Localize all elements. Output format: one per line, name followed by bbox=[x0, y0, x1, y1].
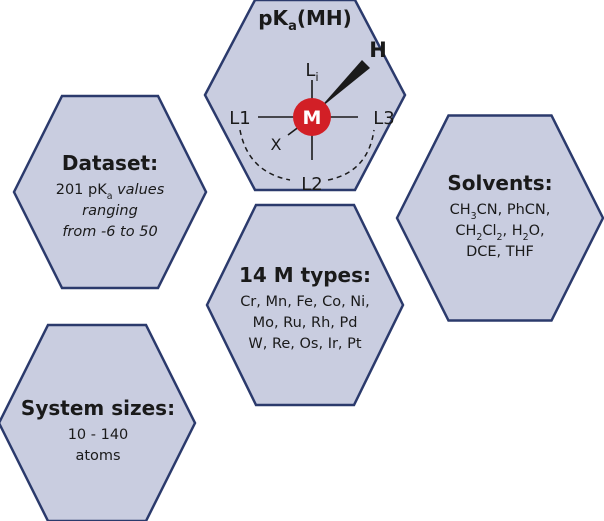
hexagon-line: Cr, Mn, Fe, Co, Ni, bbox=[240, 294, 370, 310]
hexagon bbox=[205, 203, 405, 407]
hexagon-line: W, Re, Os, Ir, Pt bbox=[248, 336, 362, 352]
molecule-label: Li bbox=[305, 60, 318, 84]
text-segment: Cl bbox=[482, 223, 496, 239]
text-segment: , H bbox=[503, 223, 523, 239]
text-segment: i bbox=[315, 70, 318, 84]
text-segment: CN, PhCN, bbox=[477, 202, 551, 218]
text-segment: Mo, Ru, Rh, Pd bbox=[253, 315, 358, 331]
text-segment: atoms bbox=[75, 448, 120, 464]
molecule-label: L3 bbox=[373, 108, 394, 129]
wedge-bond bbox=[318, 60, 370, 110]
text-segment: W, Re, Os, Ir, Pt bbox=[248, 336, 362, 352]
text-segment: values bbox=[112, 182, 164, 198]
text-segment: a bbox=[107, 191, 113, 202]
text-segment: ranging bbox=[82, 203, 138, 219]
hexagon bbox=[12, 94, 208, 290]
hexagon-title: Dataset: bbox=[62, 151, 158, 175]
text-segment: 10 - 140 bbox=[68, 427, 129, 443]
text-segment: Cr, Mn, Fe, Co, Ni, bbox=[240, 294, 370, 310]
hexagon bbox=[395, 114, 604, 322]
text-segment: from -6 to 50 bbox=[62, 224, 157, 240]
hexagon-line: 10 - 140 bbox=[68, 427, 129, 443]
molecule-label: M bbox=[303, 107, 322, 129]
molecule-label: L2 bbox=[301, 174, 322, 195]
text-segment: System sizes: bbox=[21, 396, 175, 420]
text-segment: 14 M types: bbox=[239, 263, 371, 287]
dashed-arc bbox=[239, 129, 375, 181]
text-segment: CH bbox=[450, 202, 471, 218]
text-segment: a bbox=[288, 19, 297, 34]
text-segment: Dataset: bbox=[62, 151, 158, 175]
hexagon-line: 201 pKa values bbox=[56, 182, 165, 202]
hexagon-line: ranging bbox=[82, 203, 138, 219]
hexagon bbox=[0, 323, 197, 521]
hexagon-title: 14 M types: bbox=[239, 263, 371, 287]
text-segment: DCE, THF bbox=[466, 244, 534, 260]
hexagon-title: Solvents: bbox=[447, 171, 552, 195]
molecule-label: X bbox=[271, 135, 282, 154]
hexagon-line: CH2Cl2, H2O, bbox=[455, 223, 544, 243]
text-segment: CH bbox=[455, 223, 476, 239]
text-segment: 2 bbox=[476, 232, 482, 243]
hexagon-line: Mo, Ru, Rh, Pd bbox=[253, 315, 358, 331]
molecule-label: L1 bbox=[229, 108, 250, 129]
text-segment: (MH) bbox=[297, 6, 352, 30]
hexagon-title: System sizes: bbox=[21, 396, 175, 420]
hexagon-line: from -6 to 50 bbox=[62, 224, 157, 240]
hexagon bbox=[203, 0, 407, 192]
text-segment: 201 pK bbox=[56, 182, 107, 198]
text-segment: 2 bbox=[497, 232, 503, 243]
text-segment: 2 bbox=[523, 232, 529, 243]
hexagon-title: pKa(MH) bbox=[258, 6, 352, 34]
text-segment: O, bbox=[529, 223, 545, 239]
hexagon-line: DCE, THF bbox=[466, 244, 534, 260]
hexagon-line: CH3CN, PhCN, bbox=[450, 202, 551, 222]
molecule-label: H bbox=[369, 38, 387, 62]
hexagon-line: atoms bbox=[75, 448, 120, 464]
text-segment: 3 bbox=[471, 211, 477, 222]
text-segment: L bbox=[305, 60, 315, 81]
text-segment: Solvents: bbox=[447, 171, 552, 195]
metal-atom bbox=[293, 98, 331, 136]
text-segment: pK bbox=[258, 6, 289, 30]
